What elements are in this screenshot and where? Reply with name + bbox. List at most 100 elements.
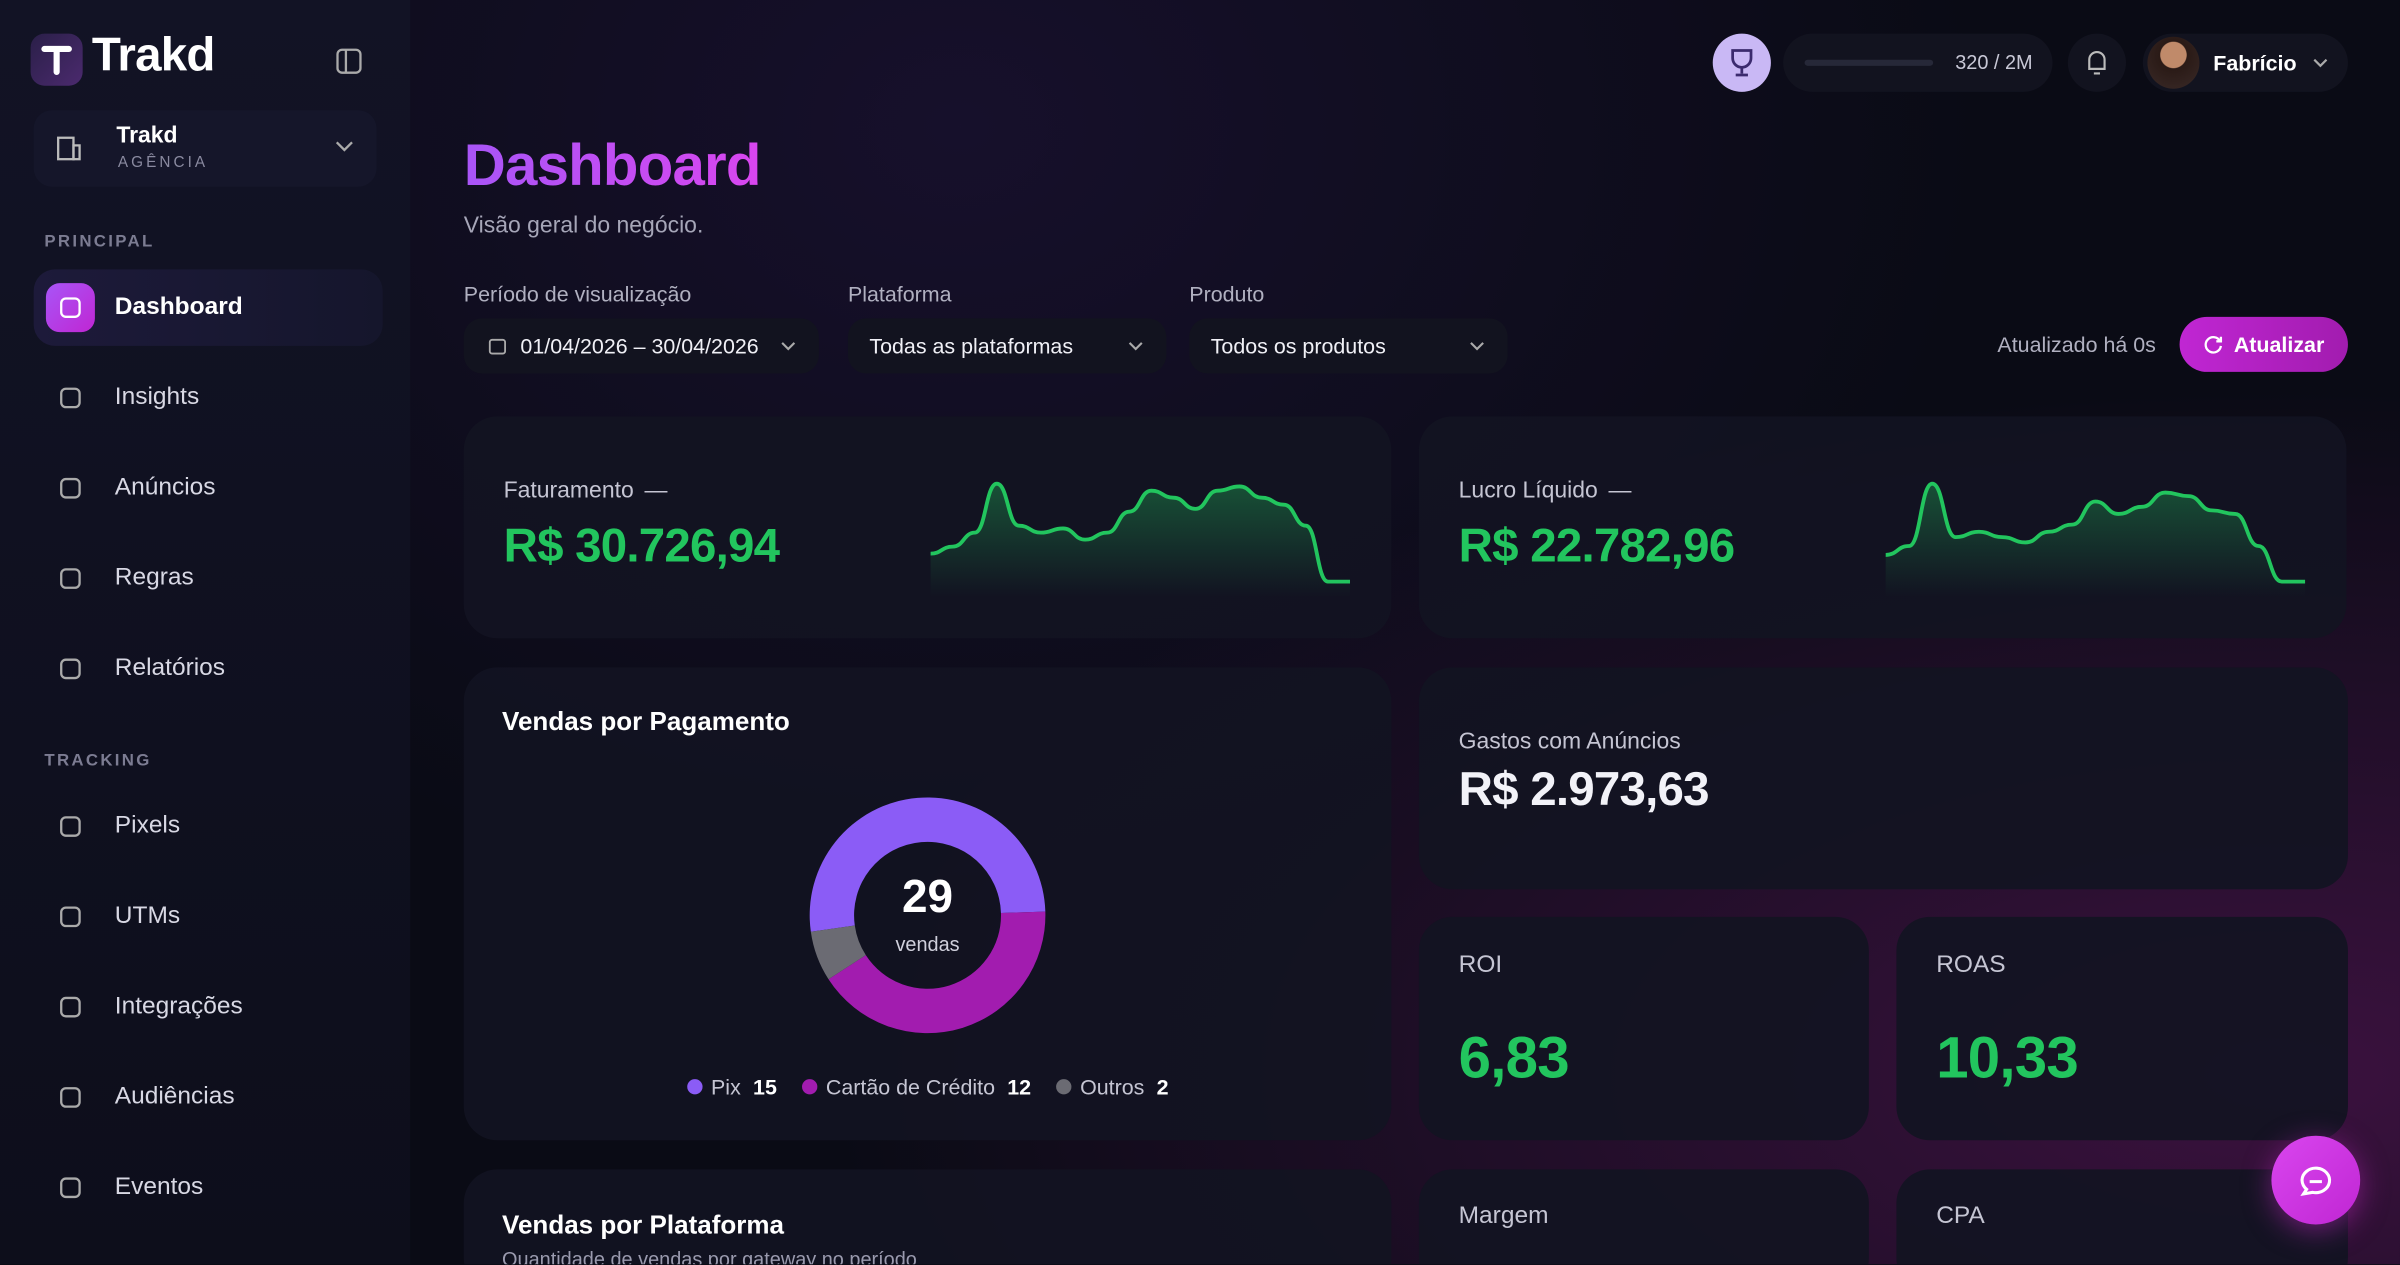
nav-item[interactable]: Relatórios [34,631,383,708]
workspace-icon [57,136,81,161]
stat-value: R$ 2.973,63 [1458,762,1710,816]
stat-label: ROAS [1936,952,2006,979]
legend-value: 12 [1007,1074,1032,1099]
platform-card: Vendas por Plataforma Quantidade de vend… [463,1169,1392,1265]
legend-value: 15 [753,1074,777,1099]
legend-dot [1055,1079,1071,1095]
donut-segment [828,911,1046,1034]
nav-icon [46,983,95,1032]
chat-icon [2300,1166,2332,1196]
kpi-label: Lucro Líquido [1458,477,1598,504]
icon [60,906,81,928]
card-title: Vendas por Plataforma [502,1210,785,1240]
icon-shape [60,477,81,499]
icon [60,568,81,589]
nav-item[interactable]: Dashboard [33,269,383,346]
nav-label: Eventos [114,1173,204,1200]
kpi-label: Faturamento [503,477,634,504]
nav-label: Pixels [114,812,181,839]
nav-icon [46,554,95,603]
nav-item[interactable]: Anúncios [34,450,383,527]
kpi-change: — [644,477,668,504]
icon-shape [488,338,507,355]
nav-label: Integrações [114,993,243,1020]
collapse-button[interactable] [335,47,363,75]
chevron [1128,341,1143,350]
chevron [781,341,796,350]
section-title: PRINCIPAL [44,232,155,252]
filter-dropdown[interactable]: Todos os produtos [1189,318,1508,374]
icon-shape [60,658,81,680]
nav-item[interactable]: Audiências [34,1059,383,1136]
chevron-shape [781,341,796,350]
nav-label: Insights [114,384,200,411]
workspace-role: AGÊNCIA [117,154,209,172]
sparkline [930,481,1350,597]
nav-label: Audiências [114,1083,235,1110]
refresh-button[interactable]: Atualizar [2179,316,2348,372]
sidebar: Trakd Trakd AGÊNCIA PRINCIPAL Dashboard In… [0,0,411,1265]
stat-label: Margem [1458,1203,1549,1230]
notifications-button[interactable] [2067,33,2127,92]
filter-dropdown[interactable]: 01/04/2026 – 30/04/2026 [463,318,819,374]
card-subtitle: Quantidade de vendas por gateway no perí… [502,1247,917,1265]
nav-icon [46,644,95,693]
icon [60,297,81,318]
nav-label: Anúncios [114,474,216,501]
stat-value: 6,83 [1458,1027,1570,1092]
brand: Trakd [91,27,216,82]
section-title: TRACKING [44,751,152,770]
usage-text: 320 / 2M [1955,50,2033,74]
legend-name: Cartão de Crédito [825,1074,996,1099]
icon-shape [60,816,81,837]
nav-item[interactable]: Pixels [34,788,383,865]
nav-item[interactable]: Regras [34,540,383,617]
donut-segment [809,797,1046,932]
chat-button[interactable] [2271,1135,2361,1225]
workspace-switcher[interactable]: Trakd AGÊNCIA [33,110,377,187]
icon [60,387,81,409]
nav-label: UTMs [114,903,181,930]
stat-card: Gastos com Anúncios R$ 2.973,63 [1418,667,2348,890]
nav-item[interactable]: Insights [34,360,383,437]
nav-item[interactable]: Eventos [34,1149,383,1226]
legend-name: Pix [711,1074,741,1099]
sparkline-line [930,481,1350,584]
nav-item[interactable]: Integrações [34,969,383,1046]
stat-label: ROI [1458,952,1503,979]
legend-item: Pix 15 [686,1074,777,1099]
legend-dot [801,1079,817,1095]
filter-dropdown[interactable]: Todas as plataformas [847,318,1167,374]
nav-label: Dashboard [114,293,243,320]
chevron [1470,341,1484,350]
payment-card: Vendas por Pagamento 29 vendas Pix 15 Cartã… [463,667,1392,1141]
filter-label: Produto [1189,281,1265,307]
icon [60,1177,81,1199]
sparkline-area [1885,483,2306,597]
user-name: Fabrício [2213,50,2297,75]
stat-card: ROI 6,83 [1418,916,1869,1141]
donut-total-label: vendas [895,934,959,956]
donut-chart: 29 vendas [809,797,1046,1034]
card-title: Vendas por Pagamento [502,707,790,737]
legend-name: Outros [1080,1074,1145,1099]
achievements-button[interactable] [1712,33,1771,92]
legend-item: Cartão de Crédito 12 [801,1074,1032,1099]
filter-value: Todas as plataformas [869,333,1074,359]
sparkline [1885,481,2306,597]
donut-segment [810,925,866,980]
icon [60,658,81,680]
nav-icon [46,802,95,851]
kpi-value: R$ 22.782,96 [1458,518,1736,573]
icon-shape [60,996,81,1018]
stat-label: CPA [1936,1203,1985,1230]
filter-value: Todos os produtos [1210,333,1386,359]
kpi-card: Lucro Líquido — R$ 22.782,96 [1418,416,2347,639]
refresh-label: Atualizar [2233,332,2325,357]
nav-icon [46,464,95,513]
trophy-icon [1731,49,1753,77]
user-menu[interactable]: Fabrício [2142,33,2348,92]
nav-item[interactable]: UTMs [34,879,383,956]
stat-card: Margem [1418,1169,1869,1265]
